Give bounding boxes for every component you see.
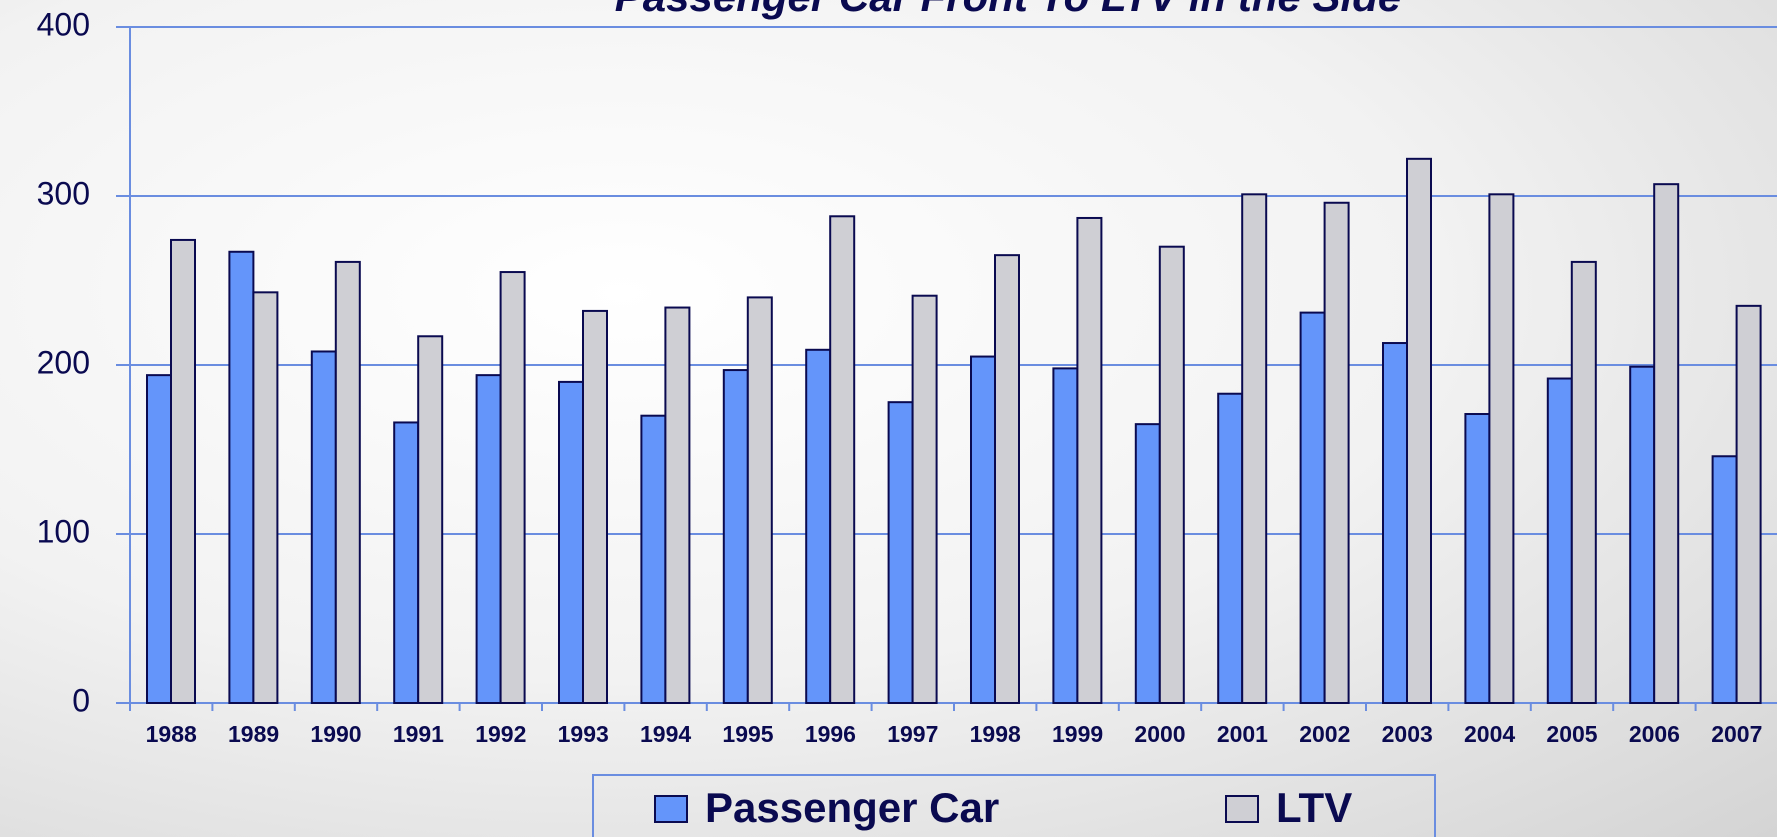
bar bbox=[664, 306, 691, 704]
y-tick-label: 400 bbox=[37, 6, 90, 42]
x-tick-label: 1995 bbox=[722, 721, 773, 747]
bar bbox=[417, 335, 444, 704]
x-tick-label: 1988 bbox=[146, 721, 197, 747]
bar bbox=[970, 355, 996, 704]
legend-swatch bbox=[654, 795, 688, 823]
bar bbox=[146, 374, 172, 704]
bar bbox=[170, 238, 196, 704]
x-tick-label: 1999 bbox=[1052, 721, 1103, 747]
bar bbox=[1052, 367, 1079, 704]
x-tick-label: 2001 bbox=[1217, 721, 1268, 747]
bar bbox=[911, 294, 938, 704]
x-tick-label: 1998 bbox=[970, 721, 1021, 747]
x-tick-label: 1996 bbox=[805, 721, 856, 747]
bar bbox=[393, 421, 420, 704]
bar bbox=[887, 401, 914, 704]
bar bbox=[1158, 245, 1185, 704]
x-tick-label: 1993 bbox=[558, 721, 609, 747]
bar bbox=[1488, 193, 1515, 704]
bar bbox=[640, 414, 667, 704]
bar bbox=[334, 260, 361, 704]
x-tick-label: 2003 bbox=[1382, 721, 1433, 747]
bar bbox=[746, 296, 773, 704]
bar bbox=[499, 271, 526, 704]
y-tick-label: 200 bbox=[37, 344, 90, 380]
bar bbox=[805, 348, 832, 704]
x-tick-label: 2007 bbox=[1711, 721, 1762, 747]
x-tick-label: 1997 bbox=[887, 721, 938, 747]
bar bbox=[582, 309, 608, 704]
bar bbox=[1299, 311, 1326, 704]
y-tick-label: 0 bbox=[72, 682, 90, 718]
x-tick-label: 1989 bbox=[228, 721, 279, 747]
x-tick-label: 1994 bbox=[640, 721, 691, 747]
bar bbox=[1735, 304, 1762, 704]
x-tick-label: 2006 bbox=[1629, 721, 1680, 747]
bar bbox=[994, 254, 1020, 704]
bar bbox=[1629, 365, 1656, 704]
x-tick-label: 1991 bbox=[393, 721, 444, 747]
bar bbox=[252, 291, 279, 704]
legend-box bbox=[592, 774, 1436, 837]
bar bbox=[228, 250, 255, 705]
bar bbox=[558, 380, 584, 704]
bar bbox=[1464, 413, 1491, 704]
bar bbox=[1570, 260, 1597, 704]
chart-title: Passenger Car Front To LTV in the Side bbox=[615, 0, 1401, 20]
bar bbox=[829, 215, 856, 704]
bar bbox=[1217, 392, 1244, 704]
x-tick-label: 2000 bbox=[1134, 721, 1185, 747]
bar bbox=[310, 350, 337, 704]
bar bbox=[1241, 193, 1268, 704]
y-tick-label: 100 bbox=[37, 513, 90, 549]
legend-label: LTV bbox=[1276, 784, 1352, 831]
legend-swatch bbox=[1225, 795, 1259, 823]
bar bbox=[1406, 157, 1432, 704]
bar bbox=[1323, 201, 1350, 704]
bar bbox=[475, 374, 502, 704]
x-tick-label: 1992 bbox=[475, 721, 526, 747]
x-tick-label: 1990 bbox=[310, 721, 361, 747]
x-tick-label: 2005 bbox=[1546, 721, 1597, 747]
y-tick-label: 300 bbox=[37, 175, 90, 211]
x-tick-label: 2004 bbox=[1464, 721, 1515, 747]
bar bbox=[722, 369, 749, 704]
legend-label: Passenger Car bbox=[705, 784, 999, 831]
x-tick-label: 2002 bbox=[1299, 721, 1350, 747]
bar bbox=[1076, 216, 1103, 704]
bar bbox=[1382, 342, 1408, 704]
bar bbox=[1653, 183, 1680, 705]
bar bbox=[1546, 377, 1573, 704]
bar bbox=[1711, 455, 1738, 705]
bar bbox=[1134, 423, 1161, 704]
